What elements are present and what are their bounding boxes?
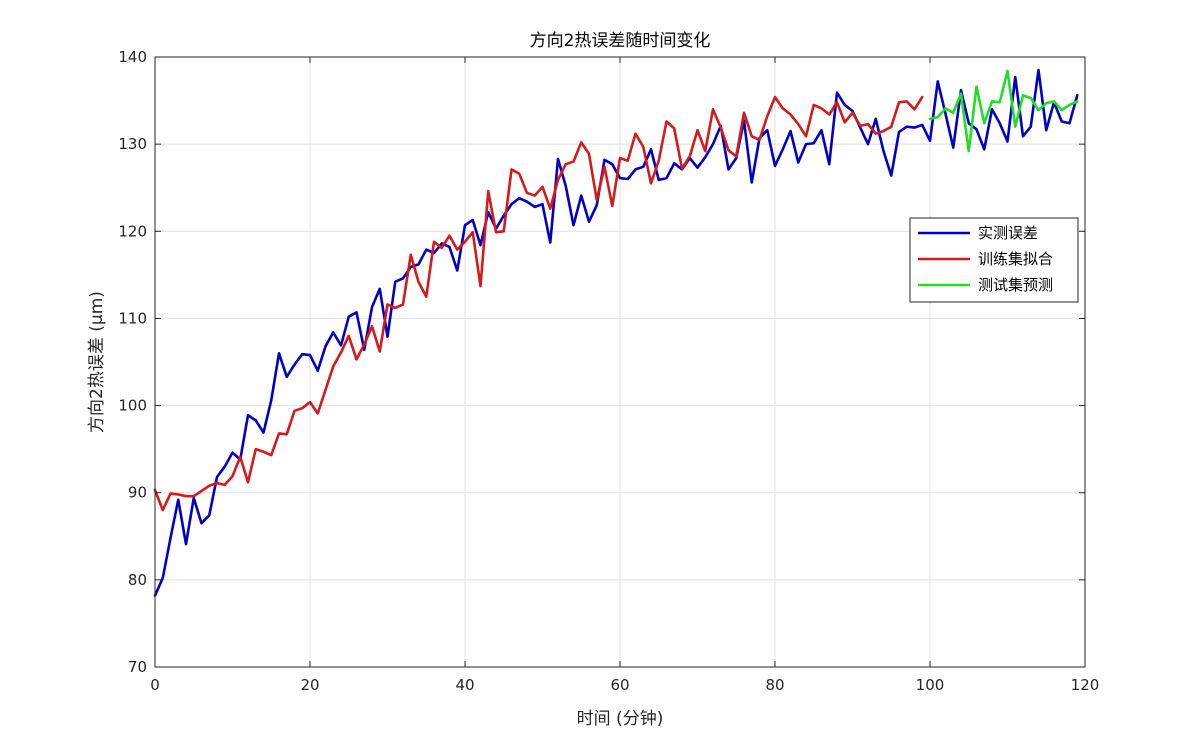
x-axis: 0 20 40 60 80 100 120 [150, 57, 1099, 694]
x-axis-label: 时间 (分钟) [577, 709, 664, 729]
y-tick-label: 110 [118, 309, 147, 327]
x-tick-label: 80 [765, 676, 784, 694]
x-tick-label: 120 [1071, 676, 1100, 694]
series-line-1 [153, 68, 1079, 597]
x-tick-label: 20 [300, 676, 319, 694]
y-axis: 70 80 90 100 110 120 130 140 [118, 48, 1085, 676]
y-tick-label: 90 [128, 484, 147, 502]
y-tick-label: 100 [118, 397, 147, 415]
legend-label: 实测误差 [978, 224, 1038, 242]
x-tick-label: 100 [916, 676, 945, 694]
y-tick-label: 140 [118, 48, 147, 66]
x-tick-label: 40 [455, 676, 474, 694]
legend-label: 测试集预测 [978, 276, 1053, 294]
series-layer [153, 68, 1079, 597]
legend-label: 训练集拟合 [978, 250, 1053, 268]
chart-title: 方向2热误差随时间变化 [530, 31, 711, 51]
y-tick-label: 130 [118, 135, 147, 153]
series-line-3 [928, 69, 1079, 153]
y-tick-label: 120 [118, 222, 147, 240]
x-tick-label: 0 [150, 676, 160, 694]
x-tick-label: 60 [610, 676, 629, 694]
y-tick-label: 80 [128, 571, 147, 589]
y-tick-label: 70 [128, 658, 147, 676]
y-axis-label: 方向2热误差 (μm) [87, 291, 107, 433]
series-line-2 [153, 95, 924, 512]
